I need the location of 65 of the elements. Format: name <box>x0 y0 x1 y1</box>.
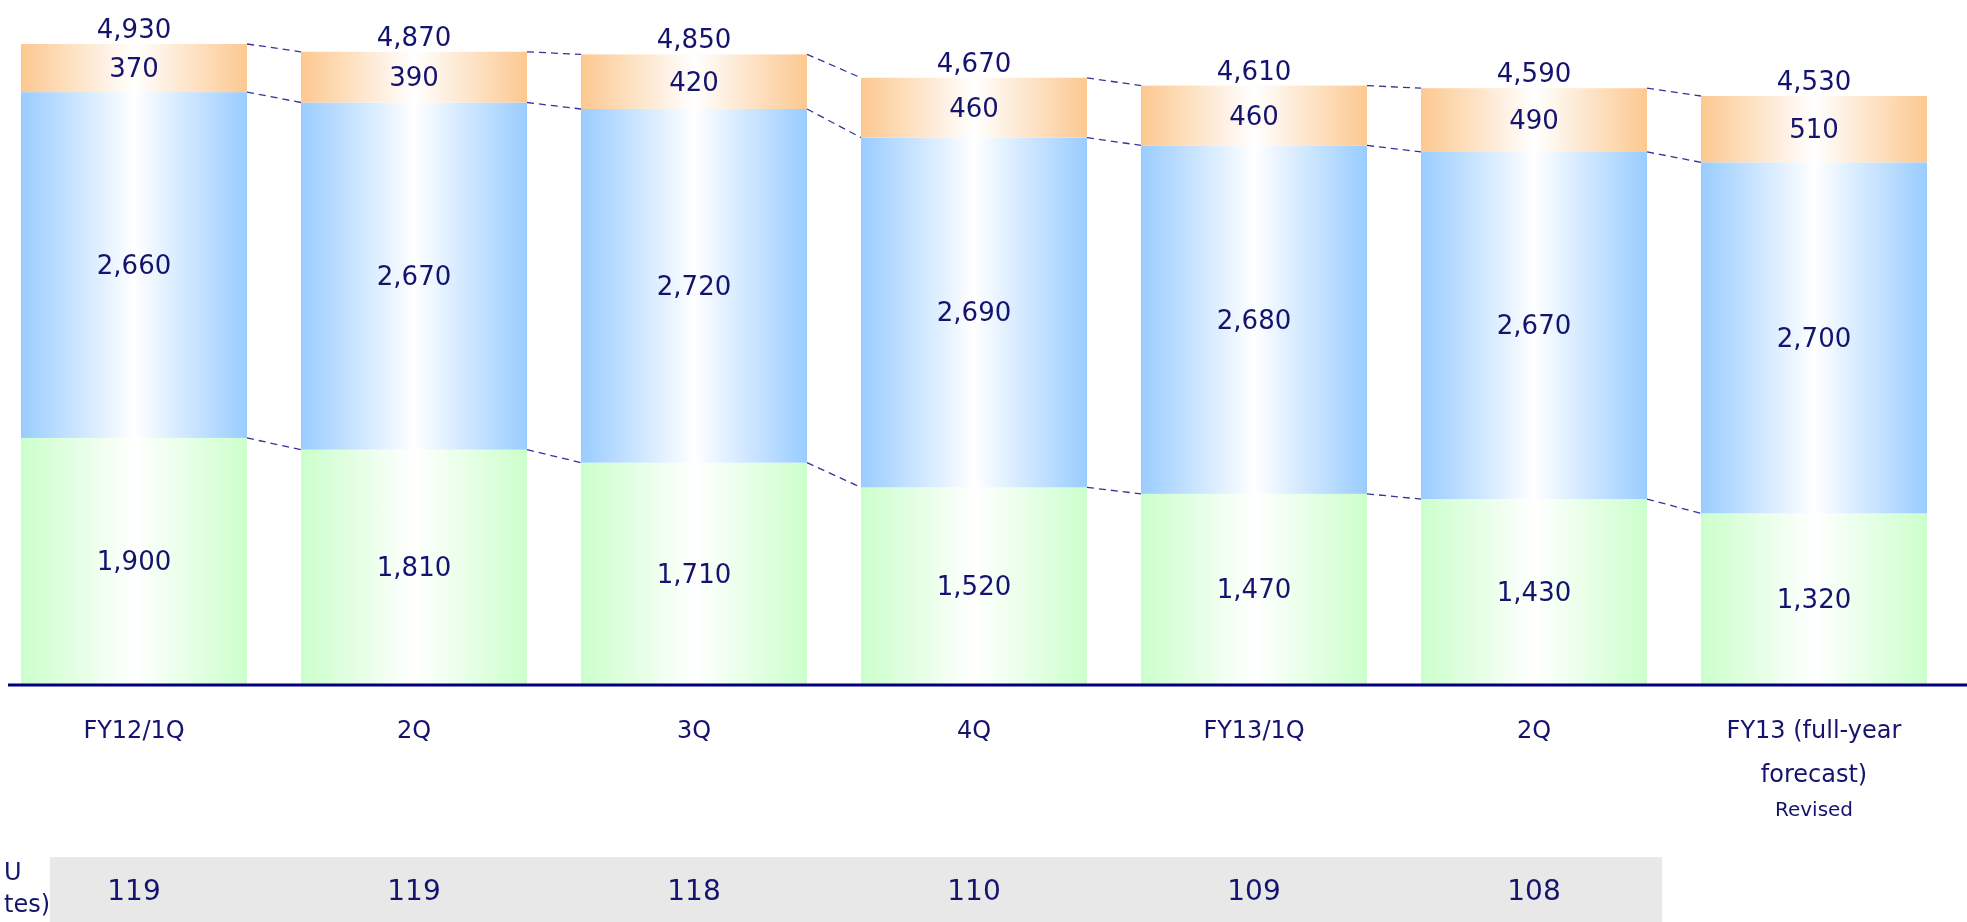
data-label: 390 <box>389 62 439 93</box>
data-label: 460 <box>1229 100 1279 131</box>
x-tick-label: FY12/1Q <box>83 716 185 744</box>
data-label: 2,690 <box>936 297 1012 328</box>
text: 109 <box>1227 874 1281 907</box>
bar <box>861 137 1087 488</box>
text: 118 <box>667 874 721 907</box>
bar <box>581 109 807 463</box>
total-label: 4,590 <box>1496 58 1572 89</box>
x-tick-label: FY13/1Q <box>1203 716 1305 744</box>
bar <box>1701 513 1927 685</box>
data-label: 1,520 <box>936 571 1012 602</box>
bar <box>301 51 527 103</box>
bar <box>581 54 807 110</box>
data-label: 1,470 <box>1216 574 1292 605</box>
data-label: 2,670 <box>1496 310 1572 341</box>
x-tick-label: 2Q <box>396 716 432 744</box>
data-label: 460 <box>949 92 999 123</box>
total-label: 4,850 <box>656 24 732 55</box>
bar <box>1421 499 1647 685</box>
text: U <box>4 858 22 886</box>
text: 119 <box>387 874 441 907</box>
data-label: 1,900 <box>96 546 172 577</box>
x-tick-label: 3Q <box>676 716 712 744</box>
bar <box>21 92 247 438</box>
bar <box>21 437 247 685</box>
text: 108 <box>1507 874 1561 907</box>
x-tick-label: 4Q <box>956 716 992 744</box>
bar <box>861 487 1087 685</box>
data-label: 2,700 <box>1776 322 1852 353</box>
bar <box>581 462 807 685</box>
data-label: 420 <box>669 66 719 97</box>
bar <box>301 102 527 450</box>
text: Revised <box>1774 797 1854 821</box>
total-label: 4,870 <box>376 21 452 52</box>
data-label: 2,670 <box>376 261 452 292</box>
bar <box>1141 85 1367 146</box>
data-label: 490 <box>1509 105 1559 136</box>
data-label: 1,710 <box>656 558 732 589</box>
bar <box>1421 151 1647 500</box>
x-tick-label: FY13 (full-year forecast) <box>1726 716 1902 788</box>
bar <box>1701 162 1927 514</box>
text: tes) <box>4 890 51 918</box>
data-label: 370 <box>109 53 159 84</box>
data-label: 2,720 <box>656 270 732 301</box>
bar <box>1141 145 1367 494</box>
data-label: 510 <box>1789 114 1839 145</box>
bar <box>1701 96 1927 163</box>
bar <box>861 77 1087 138</box>
bar <box>1141 493 1367 685</box>
data-label: 1,810 <box>376 552 452 583</box>
total-label: 4,930 <box>96 14 172 44</box>
bar <box>21 44 247 93</box>
x-tick-label: 2Q <box>1516 716 1552 744</box>
total-label: 4,610 <box>1216 55 1292 86</box>
total-label: 4,670 <box>936 47 1012 78</box>
bar <box>301 449 527 685</box>
text: 119 <box>107 874 161 907</box>
bar <box>1421 88 1647 152</box>
text: 110 <box>947 874 1001 907</box>
data-label: 2,680 <box>1216 304 1292 335</box>
data-label: 2,660 <box>96 250 172 281</box>
data-label: 1,430 <box>1496 577 1572 608</box>
data-label: 1,320 <box>1776 584 1852 615</box>
total-label: 4,530 <box>1776 66 1852 97</box>
